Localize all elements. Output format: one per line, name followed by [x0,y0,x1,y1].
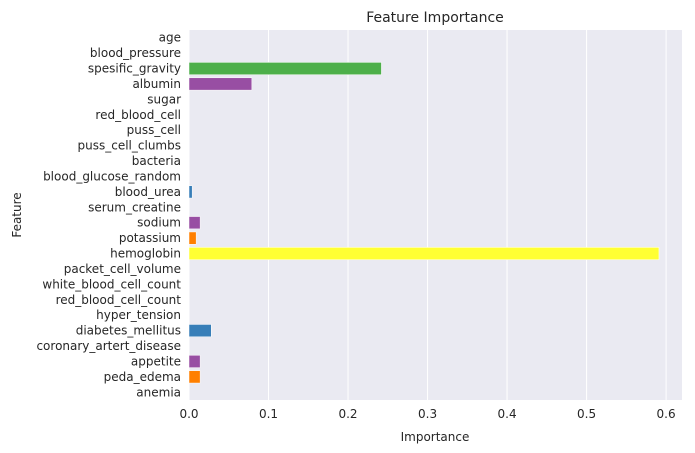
chart-title: Feature Importance [366,10,504,26]
x-axis-label: Importance [401,430,470,444]
y-tick-label: blood_glucose_random [43,169,181,183]
y-tick-label: appetite [131,354,181,368]
x-tick-label: 0.5 [577,407,596,421]
y-tick-label: red_blood_cell_count [56,293,182,307]
y-tick-label: sodium [137,216,181,230]
x-tick-label: 0.3 [418,407,437,421]
bar-albumin [188,77,253,91]
x-tick-label: 0.6 [657,407,676,421]
y-tick-label: serum_creatine [88,200,181,214]
bar-hemoglobin [188,247,660,260]
y-tick-label: potassium [119,231,181,245]
bar-sodium [188,216,201,230]
y-tick-label: puss_cell_clumbs [78,139,181,153]
bar-blood-urea [188,185,193,199]
bar-peda-edema [188,370,201,384]
bar-potassium [188,231,197,245]
bar-diabetes-mellitus [188,324,212,338]
y-tick-label: albumin [132,77,181,91]
y-tick-label: coronary_artert_disease [36,339,181,353]
y-tick-label: blood_urea [115,185,181,199]
bar-appetite [188,355,201,368]
bar-spesific-gravity [188,62,382,75]
y-tick-label: sugar [147,92,181,106]
y-tick-label: packet_cell_volume [64,262,181,276]
y-tick-label: white_blood_cell_count [42,277,181,291]
y-tick-label: anemia [136,385,181,399]
y-axis-label: Feature [10,192,24,237]
y-tick-label: blood_pressure [90,46,181,60]
y-tick-label: spesific_gravity [88,62,181,76]
y-tick-label: diabetes_mellitus [76,324,181,338]
x-tick-label: 0.4 [498,407,517,421]
x-tick-label: 0.1 [259,407,278,421]
y-tick-label: bacteria [132,154,181,168]
y-tick-label: puss_cell [127,123,181,137]
y-tick-label: peda_edema [104,370,181,384]
bars [188,62,660,384]
y-tick-label: red_blood_cell [95,108,181,122]
y-tick-label: hyper_tension [96,308,181,322]
grid-lines [188,30,667,400]
y-tick-label: hemoglobin [110,247,181,261]
x-tick-label: 0.2 [338,407,357,421]
x-tick-labels: 0.0 0.1 0.2 0.3 0.4 0.5 0.6 [179,407,675,421]
plot-area [189,30,682,400]
x-tick-label: 0.0 [179,407,198,421]
y-tick-label: age [159,31,181,45]
